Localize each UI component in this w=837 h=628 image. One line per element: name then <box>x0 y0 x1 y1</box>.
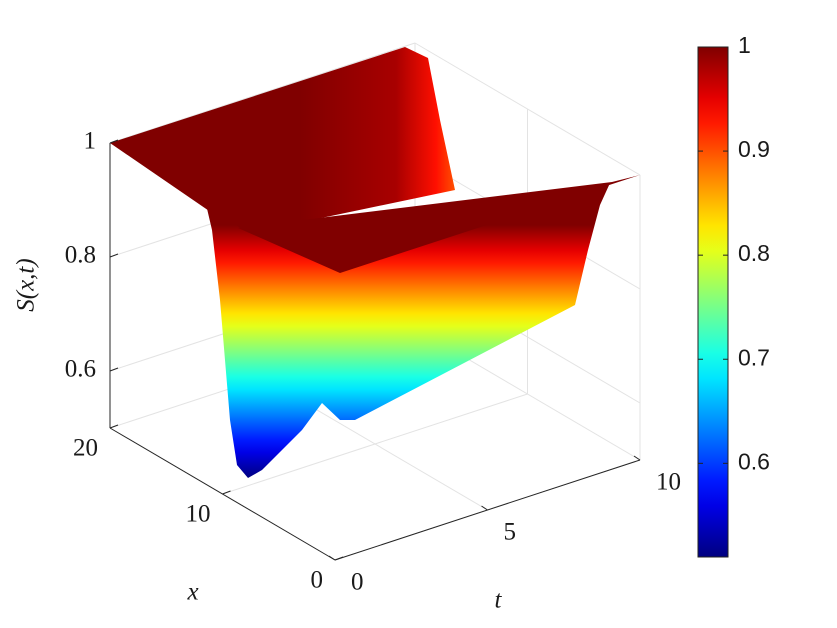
z-tick-label: 0.6 <box>65 356 96 383</box>
grid-line <box>222 393 528 495</box>
z-tick <box>109 367 119 372</box>
t-tick-label: 5 <box>504 519 517 546</box>
x-tick-label: 20 <box>73 435 98 462</box>
x-tick <box>334 556 344 561</box>
t-tick <box>481 505 488 511</box>
t-tick-label: 10 <box>656 469 681 496</box>
surface-back-plateau <box>110 47 455 235</box>
z-tick-label: 0.8 <box>65 242 96 269</box>
x-tick <box>222 490 231 495</box>
x-axis-label: x <box>186 579 198 606</box>
z-axis-label: S(x,t) <box>13 258 40 311</box>
colorbar-tick-label: 0.8 <box>738 240 770 266</box>
z-tick <box>109 253 119 258</box>
t-axis-label: t <box>495 587 503 614</box>
colorbar <box>697 46 729 558</box>
x-tick-label: 0 <box>311 567 324 594</box>
z-tick <box>109 139 119 144</box>
t-tick-label: 0 <box>351 569 364 596</box>
colorbar-tick-label: 0.7 <box>738 344 770 370</box>
t-tick <box>633 455 641 461</box>
colorbar-tick-label: 0.9 <box>738 136 770 162</box>
colorbar-tick-label: 0.6 <box>738 448 770 474</box>
x-tick-label: 10 <box>186 501 211 528</box>
t-tick <box>328 555 336 561</box>
surface <box>110 47 640 478</box>
x-tick <box>109 424 119 429</box>
z-tick-label: 1 <box>84 128 97 155</box>
colorbar-tick-label: 1 <box>738 32 751 58</box>
surface-front-plateau <box>238 175 640 273</box>
